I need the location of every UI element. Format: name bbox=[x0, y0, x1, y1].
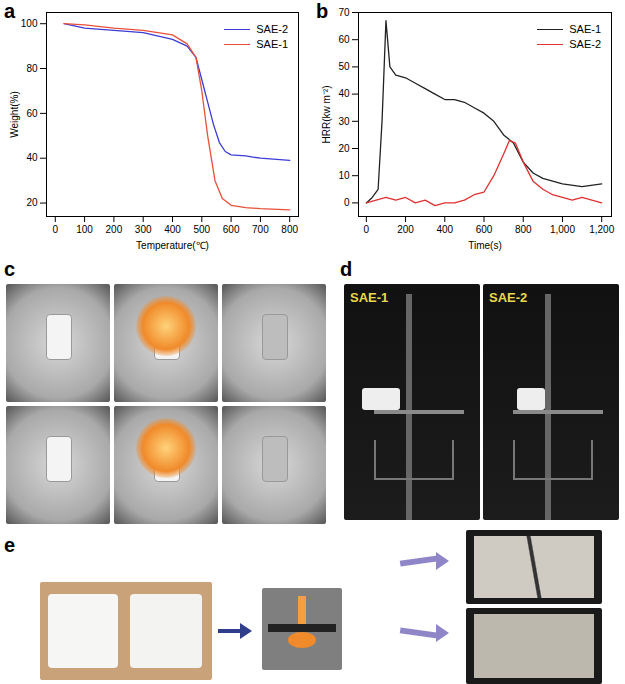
svg-text:800: 800 bbox=[515, 224, 532, 235]
svg-text:Temperature(℃): Temperature(℃) bbox=[136, 240, 209, 251]
html-text:e: e bbox=[4, 534, 16, 556]
svg-text:100: 100 bbox=[76, 224, 93, 235]
html-text:SAE-2: SAE-2 bbox=[569, 38, 601, 50]
html-text:SAE-1: SAE-1 bbox=[350, 290, 389, 305]
svg-text:40: 40 bbox=[338, 88, 350, 99]
svg-text:0: 0 bbox=[364, 224, 370, 235]
svg-text:1,200: 1,200 bbox=[589, 224, 614, 235]
svg-text:70: 70 bbox=[338, 7, 350, 18]
html-text:SAE-1: SAE-1 bbox=[569, 23, 601, 35]
svg-text:800: 800 bbox=[281, 224, 298, 235]
svg-text:60: 60 bbox=[338, 34, 350, 45]
svg-text:600: 600 bbox=[223, 224, 240, 235]
html-text:SAE-1: SAE-1 bbox=[256, 38, 288, 50]
html-text:SAE-2: SAE-2 bbox=[256, 23, 288, 35]
svg-text:20: 20 bbox=[338, 143, 350, 154]
html-text:a: a bbox=[4, 0, 16, 22]
svg-text:40: 40 bbox=[26, 152, 38, 163]
svg-text:300: 300 bbox=[135, 224, 152, 235]
html-text:b: b bbox=[316, 0, 329, 22]
svg-text:200: 200 bbox=[106, 224, 123, 235]
html-text:SAE-2: SAE-2 bbox=[489, 290, 528, 305]
svg-text:80: 80 bbox=[26, 63, 38, 74]
svg-text:10: 10 bbox=[338, 170, 350, 181]
svg-text:0: 0 bbox=[53, 224, 59, 235]
svg-text:HRR(kw m⁻²): HRR(kw m⁻²) bbox=[321, 86, 332, 144]
html-text:d: d bbox=[340, 258, 353, 280]
svg-text:0: 0 bbox=[344, 197, 350, 208]
svg-text:20: 20 bbox=[26, 197, 38, 208]
svg-text:400: 400 bbox=[164, 224, 181, 235]
svg-text:Time(s): Time(s) bbox=[468, 240, 502, 251]
svg-text:60: 60 bbox=[26, 108, 38, 119]
svg-text:500: 500 bbox=[193, 224, 210, 235]
html-text:c: c bbox=[4, 258, 16, 280]
svg-text:400: 400 bbox=[436, 224, 453, 235]
svg-text:200: 200 bbox=[397, 224, 414, 235]
svg-text:50: 50 bbox=[338, 61, 350, 72]
svg-text:100: 100 bbox=[21, 18, 38, 29]
svg-text:600: 600 bbox=[476, 224, 493, 235]
svg-text:700: 700 bbox=[252, 224, 269, 235]
svg-text:Weight(%): Weight(%) bbox=[9, 91, 20, 138]
svg-text:1,000: 1,000 bbox=[550, 224, 575, 235]
svg-text:30: 30 bbox=[338, 116, 350, 127]
